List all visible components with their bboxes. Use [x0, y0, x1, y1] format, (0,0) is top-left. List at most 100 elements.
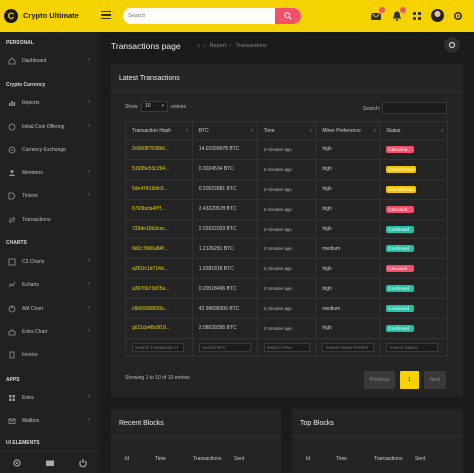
btc-amount: 0.3024534 BTC [191, 158, 258, 180]
breadcrumb-item-transactions: Transactions [235, 43, 267, 49]
filter-preference-input[interactable]: Search Miner Prefere [322, 342, 375, 352]
column-header-id[interactable]: Id [306, 456, 311, 462]
settings-icon[interactable] [452, 10, 464, 22]
table-row[interactable]: 6793bcfa4f7f... 2.43220578 BTC 2 minutes a… [125, 198, 448, 220]
table-info: Showing 1 to 10 of 10 entries [125, 375, 190, 381]
sidebar-item-label: Tickers [22, 193, 38, 199]
table-row[interactable]: c6b59368635c... 42.99698306 BTC 2 minutes … [125, 298, 448, 320]
chevron-right-icon: › [88, 192, 90, 198]
column-header-transactions[interactable]: Transactions [193, 456, 222, 462]
column-header-sent[interactable]: Sent [234, 456, 245, 462]
column-header-status[interactable]: Status ⇅ [379, 121, 448, 140]
status-cell: Confirmed [379, 298, 448, 320]
search-icon [284, 12, 292, 20]
global-search-input[interactable] [123, 8, 275, 24]
column-header-time[interactable]: Time [336, 456, 347, 462]
sidebar-item-members[interactable]: Members › [0, 166, 100, 180]
home-icon [8, 57, 16, 65]
column-header-sent[interactable]: Sent [415, 456, 426, 462]
sidebar-item-ico[interactable]: Initial Coin Offering › [0, 120, 100, 134]
pagination-next[interactable]: Next [424, 371, 446, 389]
status-badge: Canceled [386, 145, 415, 153]
pagination-page-1[interactable]: 1 [400, 371, 419, 389]
transaction-hash[interactable]: g011cb48c6f19... [125, 318, 193, 339]
time-cell: 2 minutes ago [256, 258, 317, 280]
power-icon[interactable] [78, 458, 88, 468]
transaction-hash[interactable]: 51935e53c294... [125, 158, 193, 180]
sidebar [0, 32, 100, 473]
chevron-down-icon: ▾ [161, 103, 164, 109]
sidebar-item-label: Mailbox [22, 418, 40, 424]
settings-icon[interactable] [12, 458, 22, 468]
btc-amount: 2.02622033 BTC [191, 218, 258, 240]
filter-status-input[interactable]: Search Status [386, 342, 439, 352]
sidebar-item-tickers[interactable]: Tickers › [0, 189, 100, 203]
preference-cell: high [315, 158, 381, 180]
page-settings-button[interactable] [444, 37, 460, 53]
chart-icon [9, 101, 16, 106]
table-row[interactable]: g011cb48c6f19... 2.08039395 BTC 2 minutes … [125, 318, 448, 339]
brand-name[interactable]: Crypto Ultimate [23, 11, 79, 20]
top-bar: C Crypto Ultimate [0, 0, 474, 32]
sidebar-item-currency-exchange[interactable]: Currency Exchange [0, 143, 100, 157]
mail-icon[interactable] [370, 7, 385, 22]
transaction-hash[interactable]: 9d2c7b06a84f... [125, 238, 193, 260]
transaction-hash[interactable]: 6793bcfa4f7f... [125, 198, 193, 220]
column-header-time[interactable]: Time [155, 456, 166, 462]
sidebar-item-label: Currency Exchange [22, 147, 66, 153]
avatar[interactable] [431, 9, 444, 22]
home-icon[interactable]: ⌂ [197, 43, 201, 49]
sidebar-footer [0, 451, 100, 473]
column-header-transactions[interactable]: Transactions [374, 456, 403, 462]
table-row[interactable]: a261fc1d714d... 1.0281818 BTC 2 minutes ag… [125, 258, 448, 280]
transaction-hash[interactable]: a3976b73d75e... [125, 278, 193, 300]
sidebar-item-am-chart[interactable]: AM Chart › [0, 302, 100, 316]
apps-icon[interactable] [411, 10, 423, 22]
sidebar-item-transactions[interactable]: Transactions [0, 213, 100, 227]
sidebar-item-c3-charts[interactable]: C3 Charts › [0, 255, 100, 269]
column-header-id[interactable]: Id [125, 456, 130, 462]
envelope-icon[interactable] [45, 458, 55, 468]
filter-time-input[interactable]: Search Time [263, 342, 310, 352]
search-button[interactable] [275, 8, 301, 24]
btc-amount: 1.0281818 BTC [191, 258, 258, 280]
column-header-time[interactable]: Time ⇅ [256, 121, 317, 140]
sidebar-item-mailbox[interactable]: Mailbox › [0, 414, 100, 428]
column-header-preference[interactable]: Miner Preference ⇅ [315, 121, 381, 140]
sidebar-item-reports[interactable]: Reports › [0, 96, 100, 110]
filter-btc-input[interactable]: Search BTC [198, 342, 251, 352]
sidebar-item-invoice[interactable]: Invoice [0, 348, 100, 362]
table-row[interactable]: 5de47415bfc6... 0.20522881 BTC 2 minutes a… [125, 178, 448, 200]
transaction-hash[interactable]: a261fc1d714d... [125, 258, 193, 280]
sidebar-item-echarts[interactable]: Echarts › [0, 278, 100, 292]
table-row[interactable]: 51935e53c294... 0.3024534 BTC 2 minutes ag… [125, 158, 448, 180]
table-row[interactable]: 9d2c7b06a84f... 1.2126281 BTC 2 minutes ag… [125, 238, 448, 260]
table-row[interactable]: 2c66087936b5... 14.01099978 BTC 2 minutes … [125, 139, 448, 160]
hamburger-menu-icon[interactable] [101, 11, 111, 19]
sidebar-item-dashboard[interactable]: Dashboard › [0, 54, 100, 68]
column-header-hash[interactable]: Transaction Hash ⇅ [125, 121, 193, 140]
transaction-hash[interactable]: 2c66087936b5... [125, 139, 193, 160]
sidebar-item-extra-chart[interactable]: Extra Chart › [0, 325, 100, 339]
status-cell: Confirmed [379, 278, 448, 300]
gear-icon [448, 41, 456, 49]
sidebar-item-label: AM Chart [22, 306, 44, 312]
table-search-input[interactable] [382, 102, 447, 114]
coin-icon [8, 123, 16, 131]
transaction-hash[interactable]: 5de47415bfc6... [125, 178, 193, 200]
logo-icon[interactable]: C [4, 9, 18, 23]
table-row[interactable]: a3976b73d75e... 0.20518496 BTC 2 minutes a… [125, 278, 448, 300]
table-row[interactable]: 733de15b3cec... 2.02622033 BTC 2 minutes a… [125, 218, 448, 240]
transaction-hash[interactable]: c6b59368635c... [125, 298, 193, 320]
bell-icon[interactable] [391, 7, 406, 22]
filter-hash-input[interactable]: Search Transaction H [132, 342, 184, 352]
transaction-hash[interactable]: 733de15b3cec... [125, 218, 193, 240]
pagination-previous[interactable]: Previous [364, 371, 395, 389]
sidebar-item-extra[interactable]: Extra › [0, 391, 100, 405]
column-header-btc[interactable]: BTC ⇅ [191, 121, 258, 140]
breadcrumb-item-report[interactable]: Report [209, 43, 227, 49]
entries-select[interactable]: 10 ▾ [141, 101, 168, 112]
users-icon [9, 170, 15, 176]
sidebar-item-label: Transactions [22, 217, 51, 223]
global-search [123, 8, 301, 24]
